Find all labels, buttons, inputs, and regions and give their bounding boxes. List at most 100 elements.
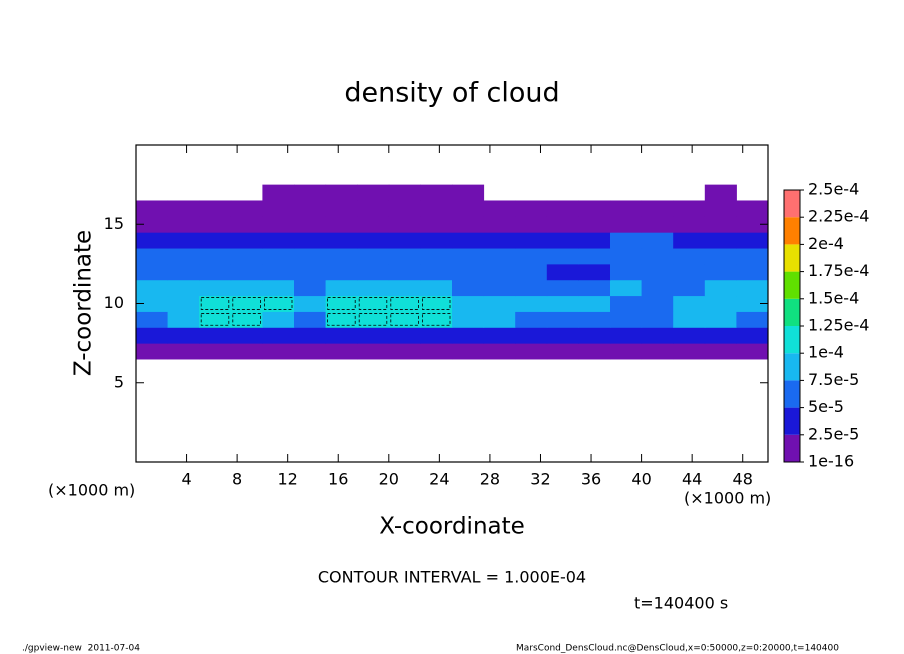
x-tick-label: 12 bbox=[278, 470, 298, 489]
cell bbox=[452, 327, 485, 344]
cell bbox=[673, 232, 706, 249]
x-tick-label: 20 bbox=[379, 470, 399, 489]
colorbar-label: 2.25e-4 bbox=[808, 207, 869, 226]
cell bbox=[325, 327, 358, 344]
cell bbox=[262, 311, 295, 328]
colorbar-label: 2.5e-4 bbox=[808, 180, 859, 199]
y-tick-label: 10 bbox=[104, 293, 124, 312]
cell bbox=[357, 232, 390, 249]
cell bbox=[294, 216, 327, 233]
cell bbox=[515, 232, 548, 249]
x-tick-label: 4 bbox=[181, 470, 191, 489]
cell bbox=[230, 343, 263, 360]
cell bbox=[136, 200, 169, 217]
cell bbox=[325, 216, 358, 233]
cell bbox=[388, 327, 421, 344]
cell bbox=[641, 311, 674, 328]
cell bbox=[230, 327, 263, 344]
x-tick-label: 32 bbox=[530, 470, 550, 489]
cell bbox=[420, 279, 453, 297]
cell bbox=[325, 232, 358, 249]
cell bbox=[578, 327, 611, 344]
cell bbox=[515, 311, 548, 328]
cell bbox=[136, 279, 169, 297]
cell bbox=[610, 343, 643, 360]
contour-cell bbox=[421, 297, 451, 310]
cell bbox=[610, 216, 643, 233]
cell bbox=[452, 216, 485, 233]
cell bbox=[736, 232, 769, 249]
contour-cell bbox=[390, 297, 419, 310]
x-axis-label: X-coordinate bbox=[379, 514, 525, 540]
cell bbox=[167, 311, 200, 328]
cell bbox=[136, 263, 169, 281]
cell bbox=[483, 200, 516, 217]
contour-cell bbox=[327, 297, 356, 310]
colorbar-swatch bbox=[784, 434, 800, 462]
cell bbox=[325, 248, 358, 265]
cell bbox=[641, 200, 674, 217]
cell bbox=[452, 311, 485, 328]
cell bbox=[325, 184, 358, 201]
cell bbox=[546, 216, 579, 233]
contour-note: CONTOUR INTERVAL = 1.000E-04 bbox=[318, 568, 586, 587]
cell bbox=[483, 263, 516, 281]
cell bbox=[136, 295, 169, 312]
cell bbox=[673, 216, 706, 233]
cell bbox=[736, 263, 769, 281]
cell bbox=[673, 200, 706, 217]
cell bbox=[610, 232, 643, 249]
cell bbox=[610, 279, 643, 297]
cell bbox=[736, 216, 769, 233]
contour-cell bbox=[421, 313, 451, 326]
contour-cell bbox=[358, 297, 388, 310]
cell bbox=[420, 311, 453, 328]
cell bbox=[230, 232, 263, 249]
cell bbox=[357, 200, 390, 217]
cell bbox=[167, 279, 200, 297]
cell bbox=[452, 279, 485, 297]
cell bbox=[294, 248, 327, 265]
y-unit: (×1000 m) bbox=[48, 481, 135, 500]
cell bbox=[736, 248, 769, 265]
cell bbox=[357, 184, 390, 201]
cell bbox=[578, 279, 611, 297]
colorbar-label: 1e-4 bbox=[808, 343, 844, 362]
cell bbox=[420, 343, 453, 360]
cell bbox=[262, 343, 295, 360]
cell bbox=[262, 200, 295, 217]
contour-cell bbox=[390, 313, 419, 326]
cell bbox=[357, 216, 390, 233]
cell bbox=[167, 327, 200, 344]
cell bbox=[357, 248, 390, 265]
cell bbox=[388, 295, 421, 312]
cell bbox=[262, 248, 295, 265]
cell bbox=[325, 295, 358, 312]
cell bbox=[262, 327, 295, 344]
colorbar-label: 1.5e-4 bbox=[808, 288, 859, 307]
colorbar-label: 1e-16 bbox=[808, 452, 854, 471]
contour-cell bbox=[200, 313, 230, 326]
colorbar-swatch bbox=[784, 326, 800, 354]
cell bbox=[483, 248, 516, 265]
cell bbox=[515, 263, 548, 281]
cell bbox=[262, 295, 295, 312]
cell bbox=[325, 343, 358, 360]
cell bbox=[515, 248, 548, 265]
cell bbox=[294, 279, 327, 297]
cell bbox=[325, 311, 358, 328]
cell bbox=[641, 343, 674, 360]
y-axis-label: Z-coordinate bbox=[71, 230, 97, 376]
cell bbox=[357, 311, 390, 328]
colorbar-label: 1.25e-4 bbox=[808, 316, 869, 335]
cell bbox=[167, 295, 200, 312]
cell bbox=[136, 232, 169, 249]
time-label: t=140400 s bbox=[634, 594, 728, 613]
cell bbox=[420, 295, 453, 312]
chart-title: density of cloud bbox=[344, 78, 559, 109]
contour-cell bbox=[232, 297, 261, 310]
cell bbox=[388, 263, 421, 281]
cell bbox=[294, 295, 327, 312]
cell bbox=[673, 263, 706, 281]
cell bbox=[388, 248, 421, 265]
